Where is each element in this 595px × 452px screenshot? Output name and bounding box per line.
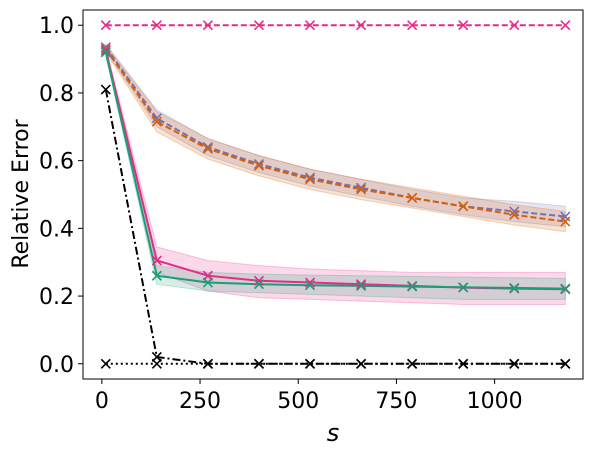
series-3-band: [105, 44, 566, 233]
series-3-point: [202, 143, 213, 154]
series-3-point: [304, 174, 316, 185]
x-axis-ticks: 0 250 500 750 1000: [95, 379, 523, 414]
y-tick-label: 0.2: [39, 285, 74, 310]
series-3-point: [151, 116, 162, 127]
series-1-point: [100, 20, 111, 31]
x-tick-label: 250: [179, 389, 221, 414]
series-1-point: [304, 20, 316, 31]
series-1-point: [407, 20, 418, 31]
y-tick-label: 0.6: [39, 150, 74, 175]
y-tick-label: 1.0: [39, 14, 74, 39]
series-3-point: [407, 192, 418, 203]
series-3-line: [104, 48, 566, 223]
y-tick-label: 0.8: [39, 82, 74, 107]
series-5-point: [356, 280, 367, 291]
series-2-point: [509, 206, 520, 217]
series-7-point: [151, 358, 162, 369]
series-3-point: [509, 209, 520, 220]
series-3-point: [253, 160, 265, 171]
series-1-point: [356, 20, 367, 31]
series-7-point: [560, 358, 571, 369]
x-tick-label: 0: [95, 389, 109, 414]
x-tick-label: 500: [277, 389, 319, 414]
series-7-point: [356, 358, 367, 369]
series-lines: [104, 24, 566, 365]
series-1-point: [560, 20, 571, 31]
series-5-point: [407, 281, 418, 292]
x-axis-label: s: [327, 419, 340, 447]
series-3-point: [100, 43, 111, 54]
series-5-point: [151, 270, 162, 281]
series-5-line: [104, 52, 566, 290]
series-4-point: [253, 275, 265, 286]
series-7-point: [253, 358, 265, 369]
series-7-point: [407, 358, 418, 369]
series-3-point: [458, 201, 469, 212]
series-2-point: [202, 142, 213, 153]
series-6-point: [100, 84, 111, 95]
series-4-point: [100, 45, 111, 56]
series-7-point: [100, 358, 111, 369]
series-3-point: [356, 184, 367, 195]
series-7-point: [458, 358, 469, 369]
series-2-band: [105, 42, 566, 228]
series-5-point: [100, 47, 111, 58]
series-5-point: [509, 282, 520, 294]
series-5-point: [560, 283, 571, 294]
series-4-point: [356, 279, 367, 290]
series-7-point: [509, 358, 520, 369]
confidence-bands: [105, 42, 566, 305]
series-5-point: [458, 282, 469, 293]
series-5-point: [304, 280, 316, 291]
series-5-band: [105, 48, 566, 300]
series-1-point: [202, 20, 213, 31]
series-7-point: [304, 358, 316, 369]
series-5-point: [202, 277, 213, 288]
y-tick-label: 0.4: [39, 217, 74, 242]
series-2-line: [104, 46, 566, 218]
series-7-point: [202, 358, 213, 369]
y-axis-label: Relative Error: [9, 118, 34, 268]
series-1-point: [509, 20, 520, 31]
series-5-point: [253, 279, 265, 290]
series-1-point: [458, 20, 469, 31]
plot-frame: [82, 9, 584, 380]
x-tick-label: 1000: [467, 389, 523, 414]
series-4-point: [304, 277, 316, 288]
series-4-band: [105, 47, 566, 305]
series-4-point: [151, 255, 162, 266]
series-2-point: [151, 113, 162, 124]
series-2-point: [253, 158, 265, 170]
series-1-point: [253, 20, 265, 31]
series-2-point: [356, 182, 367, 193]
series-3-point: [560, 216, 571, 227]
y-tick-label: 0.0: [39, 353, 74, 378]
series-markers: [100, 20, 571, 369]
y-axis-ticks: 0.0 0.2 0.4 0.6 0.8 1.0: [39, 14, 83, 378]
series-2-point: [304, 172, 316, 183]
series-1-point: [151, 20, 162, 31]
series-6-line: [104, 89, 566, 365]
x-tick-label: 750: [375, 389, 417, 414]
